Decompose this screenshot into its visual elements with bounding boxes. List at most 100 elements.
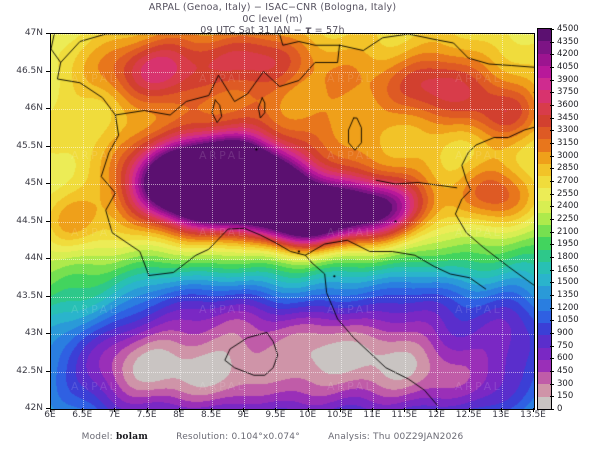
colorbar-tick-label: 3750 xyxy=(557,87,579,98)
colorbar-tick-label: 2100 xyxy=(557,226,579,237)
y-axis-tick xyxy=(46,220,50,222)
colorbar-band xyxy=(538,53,551,66)
x-axis-tick-label: 7E xyxy=(108,410,121,420)
y-axis-tick-label: 46.5N xyxy=(16,65,43,76)
colorbar-tick xyxy=(550,345,554,347)
colorbar-gradient-strip xyxy=(537,28,552,410)
colorbar-tick xyxy=(550,67,554,68)
y-axis-tick-label: 46N xyxy=(24,103,43,113)
colorbar-tick-label: 3000 xyxy=(557,150,579,161)
colorbar-tick xyxy=(550,143,554,144)
x-axis-tick-label: 8E xyxy=(173,410,185,420)
colorbar-band xyxy=(538,237,551,250)
x-axis-tick-label: 6.5E xyxy=(72,410,93,420)
x-axis-tick xyxy=(339,408,341,412)
colorbar-tick-label: 1950 xyxy=(557,239,579,250)
colorbar-tick-label: 300 xyxy=(557,378,574,389)
y-axis-tick-label: 43N xyxy=(24,328,43,338)
x-axis-tick xyxy=(243,408,245,412)
analysis-label: Analysis: xyxy=(328,432,370,442)
y-axis-tick-label: 45.5N xyxy=(16,140,43,151)
x-axis-tick-label: 6E xyxy=(44,410,56,420)
y-axis-tick-label: 44.5N xyxy=(16,215,43,226)
colorbar-tick-label: 3150 xyxy=(557,138,579,148)
title-line-validtime: 09 UTC Sat 31 JAN − τ = 57h xyxy=(0,25,545,37)
colorbar-tick xyxy=(550,155,554,157)
colorbar-tick-label: 4500 xyxy=(557,24,579,34)
x-axis-tick-label: 8.5E xyxy=(201,410,221,420)
y-axis-tick xyxy=(46,333,50,334)
colorbar-tick-label: 3900 xyxy=(557,74,579,85)
x-axis-tick xyxy=(178,408,180,412)
footer-metadata: Model: bolam Resolution: 0.104°x0.074° A… xyxy=(0,432,545,442)
colorbar-tick-label: 4050 xyxy=(557,62,579,72)
colorbar[interactable]: 4500 4350 4200 4050 3900 3750 3600 3450 3300 3150… xyxy=(537,24,579,414)
lead-time-text: = 57h xyxy=(311,25,345,36)
x-axis-tick xyxy=(307,408,309,412)
x-axis-tick xyxy=(436,408,438,412)
colorbar-tick-label: 1350 xyxy=(557,290,579,300)
colorbar-tick xyxy=(550,282,554,284)
colorbar-tick-label: 4350 xyxy=(557,36,579,47)
colorbar-band xyxy=(538,65,551,78)
colorbar-band xyxy=(538,323,551,336)
x-axis-tick xyxy=(146,408,148,412)
colorbar-tick-label: 2250 xyxy=(557,214,579,224)
colorbar-band xyxy=(538,310,551,323)
x-axis-tick xyxy=(372,408,373,412)
colorbar-band xyxy=(538,102,551,115)
colorbar-tick-label: 750 xyxy=(557,340,574,351)
y-axis-tick xyxy=(46,70,50,72)
colorbar-band xyxy=(538,212,551,225)
colorbar-tick-label: 1200 xyxy=(557,302,579,313)
colorbar-tick xyxy=(550,105,554,106)
x-axis-tick-label: 12E xyxy=(427,410,445,420)
y-axis-tick xyxy=(46,145,50,147)
x-axis-tick xyxy=(114,408,116,412)
colorbar-tick xyxy=(550,54,554,56)
colorbar-tick xyxy=(550,269,554,271)
colorbar-tick xyxy=(550,193,554,195)
chart-title-block: ARPAL (Genoa, Italy) − ISAC−CNR (Bologna… xyxy=(0,2,545,37)
colorbar-band xyxy=(538,274,551,287)
x-axis-tick-label: 12.5E xyxy=(455,410,482,420)
colorbar-band xyxy=(538,29,551,42)
scalar-field-heatmap xyxy=(51,34,534,409)
y-axis-tick-label: 45N xyxy=(24,178,43,188)
x-axis-tick-label: 11E xyxy=(363,410,381,420)
colorbar-tick-label: 3450 xyxy=(557,112,579,123)
colorbar-band xyxy=(538,41,551,54)
colorbar-tick-label: 2700 xyxy=(557,176,579,186)
colorbar-tick xyxy=(550,371,554,372)
x-axis-tick xyxy=(500,408,502,412)
colorbar-tick xyxy=(550,231,554,233)
map-plot-area[interactable]: ARPALARPALARPALARPALARPALARPALARPALARPAL… xyxy=(50,33,535,410)
y-axis-tick-label: 43.5N xyxy=(16,290,43,301)
colorbar-tick xyxy=(550,320,554,322)
colorbar-band xyxy=(538,261,551,274)
model-value: bolam xyxy=(115,432,149,442)
colorbar-tick xyxy=(550,79,554,81)
y-axis-tick xyxy=(46,408,50,409)
colorbar-tick-label: 1800 xyxy=(557,252,579,262)
colorbar-tick xyxy=(550,257,554,258)
colorbar-tick xyxy=(550,29,554,30)
y-axis-tick-label: 42.5N xyxy=(16,365,43,376)
colorbar-band xyxy=(538,139,551,152)
colorbar-tick-label: 2850 xyxy=(557,163,579,174)
colorbar-tick-label: 600 xyxy=(557,353,574,364)
colorbar-band xyxy=(538,396,551,409)
x-axis-tick xyxy=(82,408,84,412)
title-line-institutions: ARPAL (Genoa, Italy) − ISAC−CNR (Bologna… xyxy=(148,2,397,13)
colorbar-tick xyxy=(550,396,554,398)
colorbar-band xyxy=(538,200,551,213)
colorbar-tick xyxy=(550,181,554,182)
tau-symbol: τ xyxy=(305,25,312,36)
y-axis-tick xyxy=(46,258,50,259)
y-axis-tick-label: 42N xyxy=(24,403,43,413)
x-axis-tick-label: 13E xyxy=(492,410,510,420)
colorbar-tick xyxy=(550,409,554,410)
x-axis-tick-label: 7.5E xyxy=(136,410,157,420)
colorbar-tick xyxy=(550,41,554,43)
x-axis-tick xyxy=(468,408,470,412)
